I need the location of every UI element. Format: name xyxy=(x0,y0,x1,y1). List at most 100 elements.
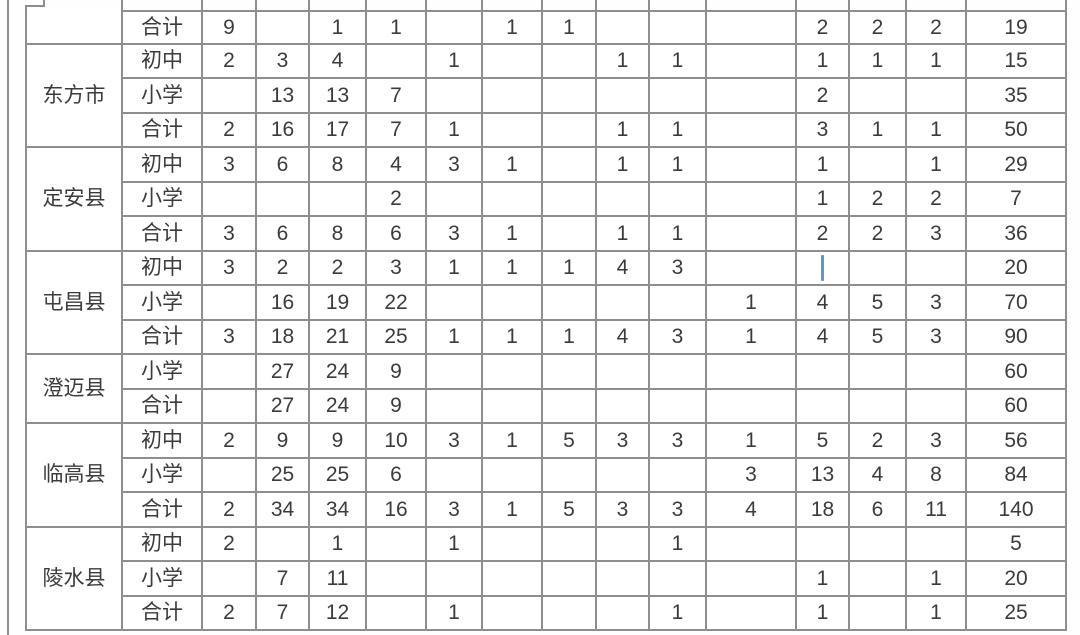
value-cell[interactable] xyxy=(483,113,543,148)
value-cell[interactable]: 1 xyxy=(907,148,967,183)
value-cell[interactable]: 1 xyxy=(850,44,907,79)
region-cell[interactable]: 屯昌县 xyxy=(25,251,123,355)
value-cell[interactable] xyxy=(257,527,310,562)
value-cell[interactable] xyxy=(597,389,650,424)
value-cell[interactable]: 1 xyxy=(597,217,650,252)
value-cell[interactable]: 1 xyxy=(650,148,707,183)
value-cell[interactable]: 3 xyxy=(797,113,850,148)
value-cell[interactable]: 7 xyxy=(257,596,310,631)
value-cell[interactable]: 2 xyxy=(203,596,257,631)
value-cell[interactable]: 1 xyxy=(650,113,707,148)
value-cell[interactable] xyxy=(483,389,543,424)
value-cell[interactable]: 2 xyxy=(907,182,967,217)
value-cell[interactable]: 5 xyxy=(797,424,850,459)
value-cell[interactable] xyxy=(797,389,850,424)
value-cell[interactable] xyxy=(483,286,543,321)
value-cell[interactable] xyxy=(650,355,707,390)
value-cell[interactable]: 5 xyxy=(850,320,907,355)
value-cell[interactable] xyxy=(543,527,597,562)
row-label-cell[interactable]: 合计 xyxy=(123,217,203,252)
row-total-cell[interactable]: 36 xyxy=(967,217,1067,252)
value-cell[interactable]: 4 xyxy=(367,148,427,183)
value-cell[interactable] xyxy=(543,148,597,183)
value-cell[interactable]: 3 xyxy=(203,251,257,286)
row-total-cell[interactable]: 140 xyxy=(967,493,1067,528)
value-cell[interactable] xyxy=(543,286,597,321)
value-cell[interactable] xyxy=(543,458,597,493)
value-cell[interactable] xyxy=(597,182,650,217)
value-cell[interactable] xyxy=(367,527,427,562)
value-cell[interactable] xyxy=(650,389,707,424)
value-cell[interactable] xyxy=(483,355,543,390)
value-cell[interactable] xyxy=(427,10,483,45)
value-cell[interactable]: 1 xyxy=(310,527,367,562)
value-cell[interactable] xyxy=(203,389,257,424)
value-cell[interactable] xyxy=(367,44,427,79)
value-cell[interactable]: 9 xyxy=(310,424,367,459)
value-cell[interactable]: 4 xyxy=(797,286,850,321)
value-cell[interactable]: 1 xyxy=(907,562,967,597)
value-cell[interactable]: 1 xyxy=(907,596,967,631)
value-cell[interactable]: 25 xyxy=(257,458,310,493)
value-cell[interactable]: 4 xyxy=(597,320,650,355)
row-total-cell[interactable]: 90 xyxy=(967,320,1067,355)
value-cell[interactable] xyxy=(483,562,543,597)
value-cell[interactable]: 3 xyxy=(203,320,257,355)
value-cell[interactable] xyxy=(483,182,543,217)
row-label-cell[interactable]: 小学 xyxy=(123,355,203,390)
value-cell[interactable] xyxy=(597,527,650,562)
value-cell[interactable] xyxy=(543,217,597,252)
value-cell[interactable]: 2 xyxy=(310,251,367,286)
value-cell[interactable] xyxy=(367,596,427,631)
value-cell[interactable] xyxy=(707,562,797,597)
value-cell[interactable]: 1 xyxy=(483,424,543,459)
value-cell[interactable] xyxy=(850,562,907,597)
region-cell[interactable]: 东方市 xyxy=(25,44,123,148)
value-cell[interactable] xyxy=(597,562,650,597)
value-cell[interactable] xyxy=(850,527,907,562)
value-cell[interactable] xyxy=(707,10,797,45)
value-cell[interactable]: 22 xyxy=(367,286,427,321)
value-cell[interactable]: 2 xyxy=(203,527,257,562)
value-cell[interactable]: 3 xyxy=(907,286,967,321)
value-cell[interactable] xyxy=(907,355,967,390)
value-cell[interactable] xyxy=(707,113,797,148)
value-cell[interactable] xyxy=(543,79,597,114)
value-cell[interactable] xyxy=(850,148,907,183)
value-cell[interactable]: 3 xyxy=(203,217,257,252)
row-label-cell[interactable]: 合计 xyxy=(123,389,203,424)
value-cell[interactable]: 3 xyxy=(427,148,483,183)
value-cell[interactable] xyxy=(427,182,483,217)
value-cell[interactable]: 2 xyxy=(850,217,907,252)
value-cell[interactable]: 4 xyxy=(310,44,367,79)
row-label-cell[interactable]: 初中 xyxy=(123,148,203,183)
value-cell[interactable]: 3 xyxy=(257,44,310,79)
value-cell[interactable] xyxy=(707,527,797,562)
value-cell[interactable]: 4 xyxy=(850,458,907,493)
value-cell[interactable] xyxy=(427,389,483,424)
row-total-cell[interactable]: 20 xyxy=(967,562,1067,597)
value-cell[interactable]: 7 xyxy=(257,562,310,597)
value-cell[interactable] xyxy=(483,458,543,493)
value-cell[interactable]: 3 xyxy=(907,424,967,459)
value-cell[interactable]: 1 xyxy=(427,113,483,148)
value-cell[interactable]: 3 xyxy=(203,148,257,183)
value-cell[interactable]: 3 xyxy=(907,320,967,355)
value-cell[interactable]: 1 xyxy=(483,217,543,252)
value-cell[interactable]: 2 xyxy=(850,182,907,217)
value-cell[interactable]: 2 xyxy=(203,424,257,459)
region-cell[interactable]: 澄迈县 xyxy=(25,355,123,424)
row-label-cell[interactable]: 合计 xyxy=(123,596,203,631)
region-cell[interactable]: 定安县 xyxy=(25,148,123,252)
value-cell[interactable]: 1 xyxy=(707,320,797,355)
value-cell[interactable] xyxy=(427,286,483,321)
row-total-cell[interactable]: 29 xyxy=(967,148,1067,183)
row-label-cell[interactable]: 小学 xyxy=(123,182,203,217)
value-cell[interactable]: 1 xyxy=(797,562,850,597)
value-cell[interactable]: 12 xyxy=(310,596,367,631)
row-label-cell[interactable]: 初中 xyxy=(123,527,203,562)
value-cell[interactable]: 3 xyxy=(367,251,427,286)
value-cell[interactable]: 4 xyxy=(797,320,850,355)
value-cell[interactable]: 3 xyxy=(597,424,650,459)
value-cell[interactable]: 1 xyxy=(543,320,597,355)
